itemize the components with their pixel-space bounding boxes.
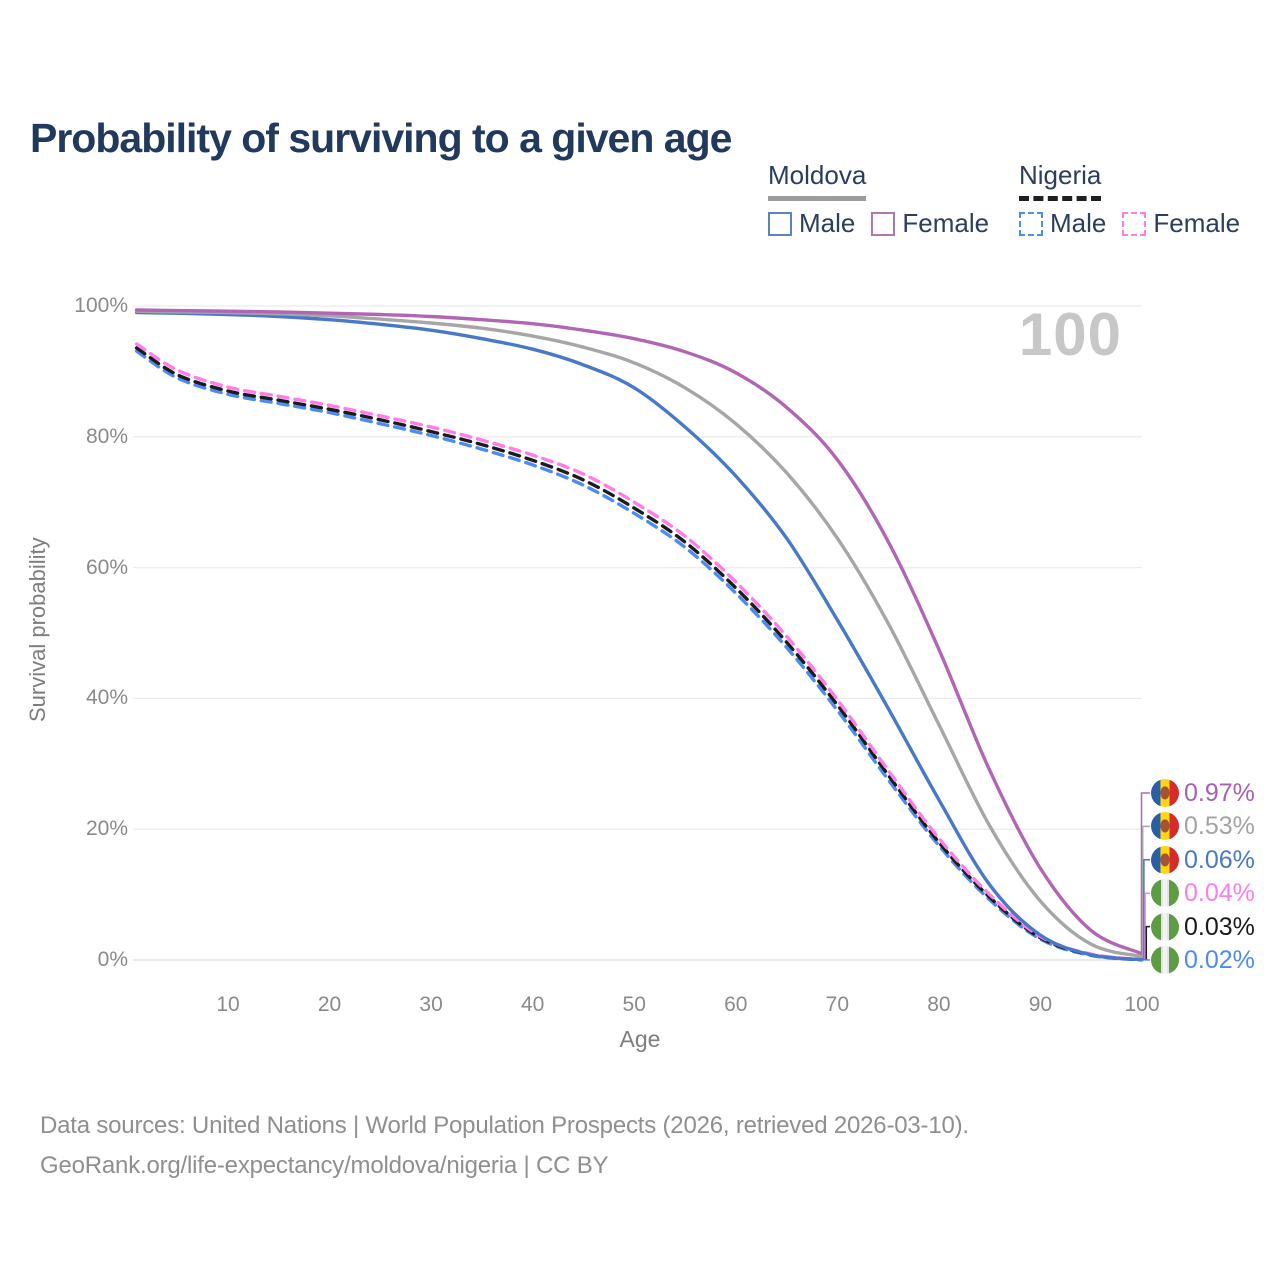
legend-label: Male [799, 208, 856, 238]
footer-data-sources: Data sources: United Nations | World Pop… [40, 1112, 969, 1139]
end-label-value: 0.06% [1184, 845, 1255, 874]
series-line-moldova-both-sexes [134, 309, 1144, 959]
x-tick-label: 100 [1124, 993, 1160, 1016]
end-label-value: 0.53% [1184, 812, 1255, 841]
legend-country-nigeria[interactable]: Nigeria [1019, 160, 1102, 201]
legend-item-nigeria-female[interactable]: Female [1122, 208, 1240, 239]
legend: Moldova Male Female Nigeria Male Female [0, 160, 1280, 240]
leader-line [1141, 925, 1150, 961]
legend-label: Female [1153, 208, 1241, 238]
x-tick-label: 30 [419, 993, 443, 1016]
x-axis-title: Age [619, 1026, 661, 1052]
legend-label: Female [902, 208, 990, 238]
moldova-female-swatch-icon [871, 211, 896, 236]
flag-icon-nigeria [1151, 912, 1179, 941]
legend-country-moldova[interactable]: Moldova [768, 160, 867, 201]
legend-group-moldova: Moldova Male Female [768, 160, 989, 239]
series-line-nigeria-female [134, 342, 1144, 962]
legend-item-nigeria-male[interactable]: Male [1019, 208, 1106, 239]
leader-line [1141, 825, 1150, 958]
end-label-value: 0.97% [1184, 779, 1255, 807]
end-label-value: 0.03% [1184, 912, 1255, 941]
leader-line [1141, 892, 1150, 961]
leader-line [1141, 859, 1150, 961]
x-tick-label: 60 [724, 993, 748, 1016]
y-tick-label: 40% [85, 686, 128, 710]
series-line-moldova-female [134, 308, 1144, 956]
flag-icon-nigeria [1151, 879, 1179, 908]
end-label-value: 0.02% [1184, 946, 1255, 974]
x-tick-label: 50 [622, 993, 646, 1016]
legend-item-moldova-female[interactable]: Female [871, 208, 989, 239]
x-tick-label: 80 [927, 993, 951, 1016]
nigeria-female-swatch-icon [1122, 211, 1147, 236]
moldova-coat-of-arms-icon [1160, 819, 1170, 833]
nigeria-male-swatch-icon [1019, 211, 1043, 236]
y-tick-label: 60% [85, 555, 128, 579]
flag-icon-moldova [1151, 812, 1179, 841]
series-line-nigeria-male [134, 349, 1144, 962]
end-label-row: 0.03% [1151, 912, 1255, 942]
legend-item-moldova-male[interactable]: Male [768, 208, 855, 239]
end-label-row: 0.06% [1151, 845, 1255, 875]
end-label-row: 0.02% [1151, 945, 1255, 975]
y-tick-label: 20% [85, 817, 128, 841]
footer: Data sources: United Nations | World Pop… [40, 1106, 1240, 1186]
age-watermark: 100 [1018, 301, 1122, 368]
y-axis-title: Survival probability [25, 537, 50, 723]
x-tick-label: 70 [825, 993, 849, 1016]
end-label-value: 0.04% [1184, 879, 1255, 908]
legend-label: Male [1050, 208, 1107, 238]
flag-icon-moldova [1151, 845, 1179, 874]
y-tick-label: 0% [97, 948, 128, 971]
x-tick-label: 20 [317, 993, 342, 1016]
moldova-male-swatch-icon [768, 211, 792, 236]
y-tick-label: 80% [85, 424, 128, 448]
page-title: Probability of surviving to a given age [30, 115, 732, 162]
end-label-row: 0.04% [1151, 878, 1255, 908]
leader-line [1140, 792, 1150, 955]
x-tick-label: 90 [1028, 993, 1053, 1016]
series-line-moldova-male [134, 310, 1144, 962]
moldova-coat-of-arms-icon [1160, 853, 1170, 867]
series-line-nigeria-both-sexes [134, 346, 1144, 962]
end-label-row: 0.53% [1151, 811, 1255, 841]
y-tick-label: 100% [74, 294, 128, 317]
footer-attribution: GeoRank.org/life-expectancy/moldova/nige… [40, 1152, 609, 1179]
legend-group-nigeria: Nigeria Male Female [1019, 160, 1240, 239]
end-label-row: 0.97% [1151, 778, 1255, 808]
moldova-coat-of-arms-icon [1160, 786, 1170, 800]
flag-icon-moldova [1151, 779, 1179, 807]
flag-icon-nigeria [1151, 946, 1179, 974]
x-tick-label: 40 [520, 993, 545, 1016]
x-tick-label: 10 [216, 993, 240, 1016]
